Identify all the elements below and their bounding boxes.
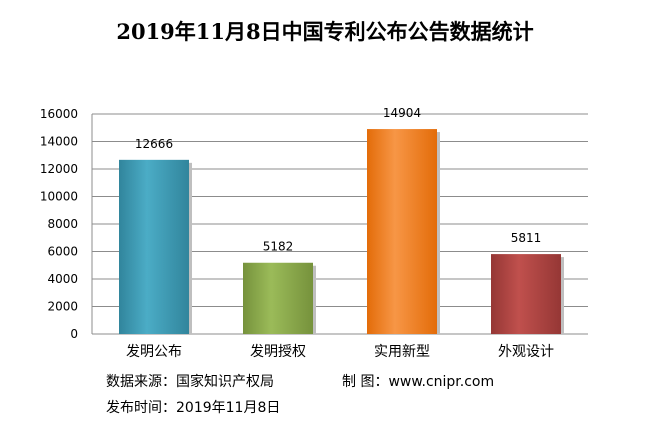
bar-实用新型: [367, 129, 437, 334]
data-label: 5182: [263, 240, 294, 254]
x-category-label: 发明公布: [126, 344, 182, 360]
bar-发明授权: [243, 263, 313, 334]
bar-外观设计: [491, 254, 561, 334]
x-category-label: 外观设计: [498, 344, 554, 360]
y-tick-label: 4000: [47, 272, 78, 286]
data-label: 14904: [383, 106, 421, 120]
chart-maker-note: 制 图：www.cnipr.com: [342, 371, 494, 391]
publish-date-note: 发布时间：2019年11月8日: [106, 397, 280, 417]
x-category-label: 实用新型: [374, 344, 430, 360]
y-tick-label: 6000: [47, 245, 78, 259]
data-source-note: 数据来源：国家知识产权局: [106, 371, 274, 391]
bar-发明公布: [119, 160, 189, 334]
y-tick-label: 8000: [47, 217, 78, 231]
y-tick-label: 2000: [47, 300, 78, 314]
y-tick-label: 12000: [40, 162, 78, 176]
y-tick-label: 0: [70, 327, 78, 341]
data-label: 12666: [135, 137, 173, 151]
y-tick-label: 16000: [40, 107, 78, 121]
data-label: 5811: [511, 231, 542, 245]
y-tick-label: 10000: [40, 190, 78, 204]
x-category-label: 发明授权: [250, 344, 306, 360]
y-tick-label: 14000: [40, 135, 78, 149]
